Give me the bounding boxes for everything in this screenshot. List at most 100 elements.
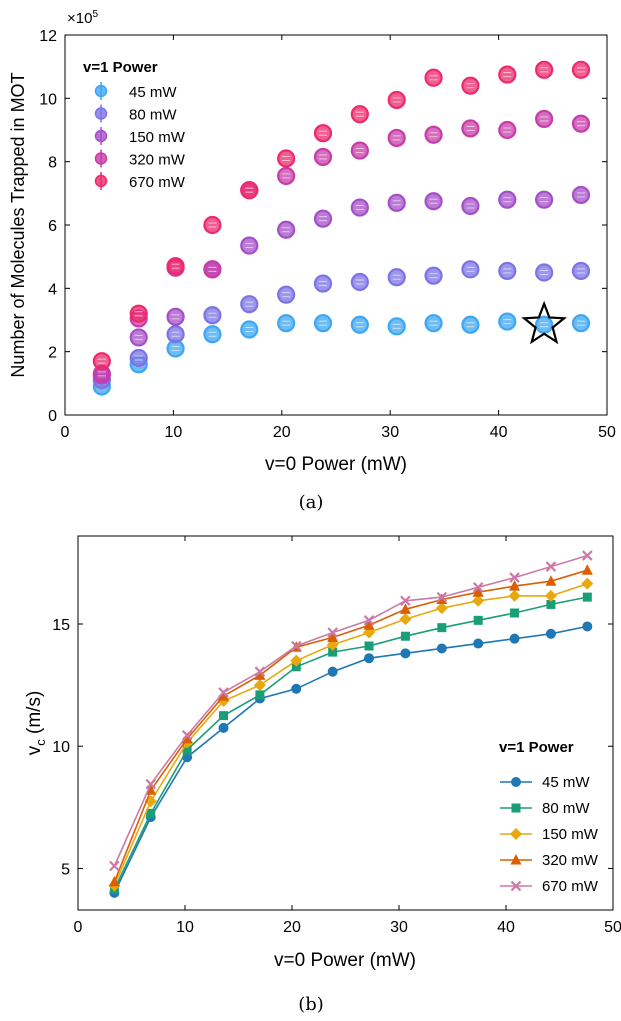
data-point [327, 627, 338, 638]
legend-marker [510, 854, 522, 865]
data-point [461, 315, 480, 334]
data-point [145, 778, 157, 790]
data-point [327, 666, 338, 677]
y-tick-label: 6 [48, 218, 57, 235]
legend-label: 670 mW [129, 174, 186, 191]
data-point [203, 306, 222, 325]
data-point [498, 120, 517, 140]
data-point [510, 608, 520, 618]
data-point [472, 594, 485, 607]
series-b-150-mW [108, 577, 594, 892]
data-point [473, 615, 483, 625]
data-point [291, 640, 302, 652]
legend-marker [510, 880, 522, 892]
data-point [181, 732, 193, 744]
data-point [582, 550, 593, 561]
plot-b-frame [77, 535, 614, 911]
data-point [313, 274, 333, 293]
legend-marker [511, 777, 521, 787]
data-point [129, 348, 148, 368]
legend-label: 45 mW [542, 774, 590, 791]
y-tick-label: 15 [52, 617, 70, 634]
data-point [473, 638, 484, 649]
data-point [364, 653, 375, 664]
data-point [290, 654, 303, 667]
data-point [254, 666, 266, 677]
data-point [571, 185, 591, 205]
data-point [472, 582, 484, 593]
series-a-150-mW [92, 185, 591, 385]
data-point [108, 875, 120, 887]
data-point [424, 125, 443, 144]
data-point [387, 268, 406, 287]
data-point [571, 261, 591, 281]
data-point [277, 220, 296, 239]
series-line [113, 569, 588, 883]
data-point [546, 599, 556, 609]
data-point [166, 325, 185, 344]
plot-a-legend: v=1 Power 45 mW 80 mW 150 mW 320 mW 670 mW [83, 59, 186, 191]
plot-a-xlabel: v=0 Power (mW) [265, 454, 407, 475]
data-point [424, 192, 443, 211]
data-point [436, 643, 447, 654]
data-point [291, 662, 301, 672]
data-point [424, 266, 443, 285]
legend-label: 150 mW [542, 826, 599, 843]
data-point [203, 260, 222, 279]
x-tick-label: 0 [74, 919, 83, 936]
data-point [400, 631, 410, 641]
x-tick-label: 40 [497, 919, 515, 936]
y-tick-label: 8 [48, 155, 57, 172]
data-point [535, 60, 554, 79]
x-tick-label: 0 [61, 424, 70, 441]
series-line [113, 582, 588, 886]
data-point [436, 593, 448, 605]
x-tick-label: 50 [598, 424, 616, 441]
data-point [387, 317, 406, 336]
series-a-670-mW [92, 60, 591, 371]
data-point [387, 193, 406, 212]
legend-title: v=1 Power [83, 59, 158, 76]
data-point [535, 190, 554, 209]
y-tick-label: 12 [39, 28, 57, 45]
x-tick-label: 10 [176, 919, 194, 936]
data-point [129, 328, 148, 347]
plot-a-ticks: 0 10 20 30 40 50 0 2 4 6 8 10 12 [39, 28, 616, 441]
data-point [291, 683, 302, 694]
data-point [313, 209, 333, 228]
data-point [571, 314, 591, 333]
data-point [313, 314, 333, 333]
legend-label: 320 mW [129, 152, 186, 169]
y-tick-label: 10 [52, 739, 70, 756]
data-point [350, 141, 369, 160]
data-point [582, 621, 593, 632]
legend-label: 670 mW [542, 878, 599, 895]
data-point [253, 679, 266, 692]
data-point [363, 615, 375, 626]
legend-title: v=1 Power [499, 739, 574, 756]
data-point [166, 257, 185, 276]
data-point [350, 315, 369, 334]
data-point [254, 669, 266, 680]
series-a-45-mW [92, 312, 591, 396]
data-point [350, 272, 369, 292]
data-point [461, 196, 480, 216]
legend-label: 320 mW [542, 852, 599, 869]
y-tick-label: 2 [48, 345, 57, 362]
data-point [350, 105, 369, 124]
legend-label: 80 mW [542, 800, 590, 817]
y-tick-label: 5 [61, 861, 70, 878]
legend-marker [511, 803, 521, 813]
panel-a: 0 10 20 30 40 50 0 2 4 6 8 10 12 v=1 Power 45 mW 80 mW… [8, 9, 616, 513]
legend-label: 45 mW [129, 84, 177, 101]
data-point [535, 109, 554, 129]
plot-b-legend: v=1 Power 45 mW 80 mW 150 mW 320 mW 670 mW [499, 739, 599, 895]
y-tick-label: 10 [39, 91, 57, 108]
data-point [545, 628, 556, 639]
data-point [129, 304, 148, 323]
data-point [327, 631, 339, 642]
plot-b-ticks: 0 10 20 30 40 50 5 10 15 [52, 536, 621, 936]
plot-a-ylabel: Number of Molecules Trapped in MOT [8, 72, 28, 377]
legend-marker [510, 828, 522, 840]
data-point [399, 613, 412, 626]
